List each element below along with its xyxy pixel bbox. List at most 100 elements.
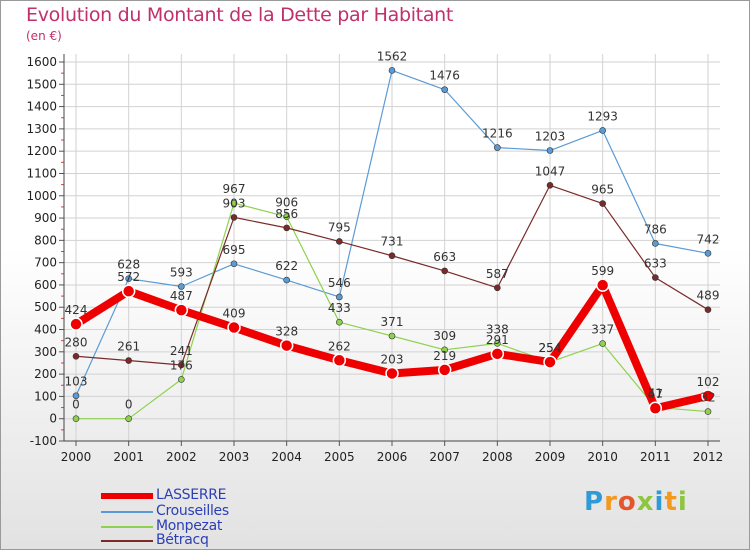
data-label-lasserre: 572 <box>117 270 140 284</box>
data-label-monpezat: 309 <box>433 329 456 343</box>
y-tick-label: 1500 <box>26 77 57 91</box>
data-label-monpezat: 967 <box>223 182 246 196</box>
chart-title: Evolution du Montant de la Dette par Hab… <box>26 4 454 26</box>
data-label-lasserre: 203 <box>381 352 404 366</box>
data-label-betracq: 489 <box>697 289 720 303</box>
legend-swatch-crouseilles <box>101 511 153 513</box>
data-point-betracq <box>125 357 132 364</box>
x-tick-label: 2001 <box>113 450 144 464</box>
data-point-lasserre <box>174 303 189 317</box>
x-tick-label: 2011 <box>640 450 671 464</box>
data-point-monpezat <box>704 408 712 415</box>
legend-label-betracq: Bétracq <box>156 532 209 548</box>
y-tick-label: 700 <box>34 256 57 270</box>
data-label-betracq: 903 <box>223 196 246 210</box>
data-label-monpezat: 0 <box>125 398 133 412</box>
y-tick-label: -100 <box>30 434 57 448</box>
data-label-monpezat: 176 <box>170 358 193 372</box>
x-tick-label: 2008 <box>482 450 513 464</box>
x-tick-label: 2003 <box>219 450 250 464</box>
legend-label-lasserre: LASSERRE <box>156 487 227 503</box>
y-tick-label: 1400 <box>26 100 57 114</box>
y-tick-label: 800 <box>34 233 57 247</box>
data-point-monpezat <box>494 340 501 347</box>
legend-swatch-monpezat <box>101 526 153 528</box>
data-label-monpezat: 337 <box>591 323 614 337</box>
y-tick-label: 100 <box>34 389 57 403</box>
data-label-crouseilles: 786 <box>644 222 667 236</box>
data-point-lasserre <box>279 338 294 353</box>
data-label-lasserre: 328 <box>275 325 298 339</box>
data-label-betracq: 731 <box>381 235 404 249</box>
logo-letter: o <box>617 487 637 517</box>
data-label-betracq: 965 <box>591 183 614 197</box>
legend-swatch-lasserre <box>101 493 153 499</box>
data-label-crouseilles: 1203 <box>535 130 566 144</box>
data-point-betracq <box>652 274 659 281</box>
data-label-monpezat: 338 <box>486 322 509 336</box>
data-point-crouseilles <box>125 275 132 282</box>
x-tick-label: 2004 <box>271 450 302 464</box>
data-point-betracq <box>283 224 290 232</box>
data-point-crouseilles <box>178 283 185 290</box>
data-point-crouseilles <box>494 144 501 151</box>
data-point-crouseilles <box>336 293 343 301</box>
data-point-monpezat <box>125 415 132 423</box>
data-label-lasserre: 102 <box>697 375 720 389</box>
proxiti-logo: Proxiti <box>584 487 688 517</box>
data-label-crouseilles: 593 <box>170 266 193 280</box>
data-point-monpezat <box>178 376 185 383</box>
data-point-crouseilles <box>388 67 396 74</box>
logo-letter: i <box>677 487 688 517</box>
data-point-lasserre <box>121 284 136 298</box>
data-point-lasserre <box>437 363 452 377</box>
data-label-monpezat: 254 <box>539 341 562 355</box>
data-point-crouseilles <box>599 127 606 134</box>
data-point-lasserre <box>701 389 715 403</box>
data-point-betracq <box>546 181 554 189</box>
data-label-betracq: 856 <box>275 207 298 221</box>
data-point-monpezat <box>230 199 238 207</box>
legend-label-monpezat: Monpezat <box>156 518 223 534</box>
data-label-lasserre: 409 <box>223 307 246 321</box>
data-label-betracq: 241 <box>170 344 193 358</box>
data-label-crouseilles: 695 <box>223 243 246 257</box>
data-label-lasserre: 291 <box>486 333 509 347</box>
data-point-crouseilles <box>652 240 659 247</box>
data-point-lasserre <box>332 353 347 368</box>
data-label-betracq: 1047 <box>535 164 566 178</box>
data-point-monpezat <box>599 340 606 347</box>
data-point-monpezat <box>72 415 80 423</box>
y-tick-label: 0 <box>49 412 57 426</box>
y-tick-label: 1100 <box>26 166 57 180</box>
data-label-crouseilles: 1293 <box>587 109 618 123</box>
data-label-crouseilles: 546 <box>328 276 351 290</box>
data-label-lasserre: 599 <box>591 264 614 278</box>
data-point-betracq <box>704 306 712 313</box>
data-label-monpezat: 371 <box>381 315 404 329</box>
legend-label-crouseilles: Crouseilles <box>156 503 229 519</box>
x-tick-label: 2002 <box>166 450 197 464</box>
data-label-monpezat: 51 <box>648 386 663 400</box>
x-tick-label: 2005 <box>324 450 355 464</box>
data-point-betracq <box>388 252 396 260</box>
data-point-crouseilles <box>230 260 238 268</box>
data-label-monpezat: 433 <box>328 301 351 315</box>
x-tick-label: 2010 <box>587 450 618 464</box>
data-label-betracq: 280 <box>65 335 88 349</box>
y-tick-label: 600 <box>34 278 57 292</box>
data-point-monpezat <box>388 332 396 340</box>
data-point-lasserre <box>69 317 83 331</box>
x-tick-label: 2006 <box>377 450 408 464</box>
data-point-lasserre <box>648 401 663 415</box>
data-label-lasserre: 262 <box>328 339 351 353</box>
data-label-crouseilles: 622 <box>275 259 298 273</box>
data-label-lasserre: 424 <box>65 303 88 317</box>
data-point-crouseilles <box>441 86 448 93</box>
data-label-crouseilles: 1562 <box>377 49 408 63</box>
data-label-betracq: 587 <box>486 267 509 281</box>
data-point-lasserre <box>490 347 505 361</box>
y-tick-label: 1300 <box>26 122 57 136</box>
data-point-crouseilles <box>704 249 712 257</box>
